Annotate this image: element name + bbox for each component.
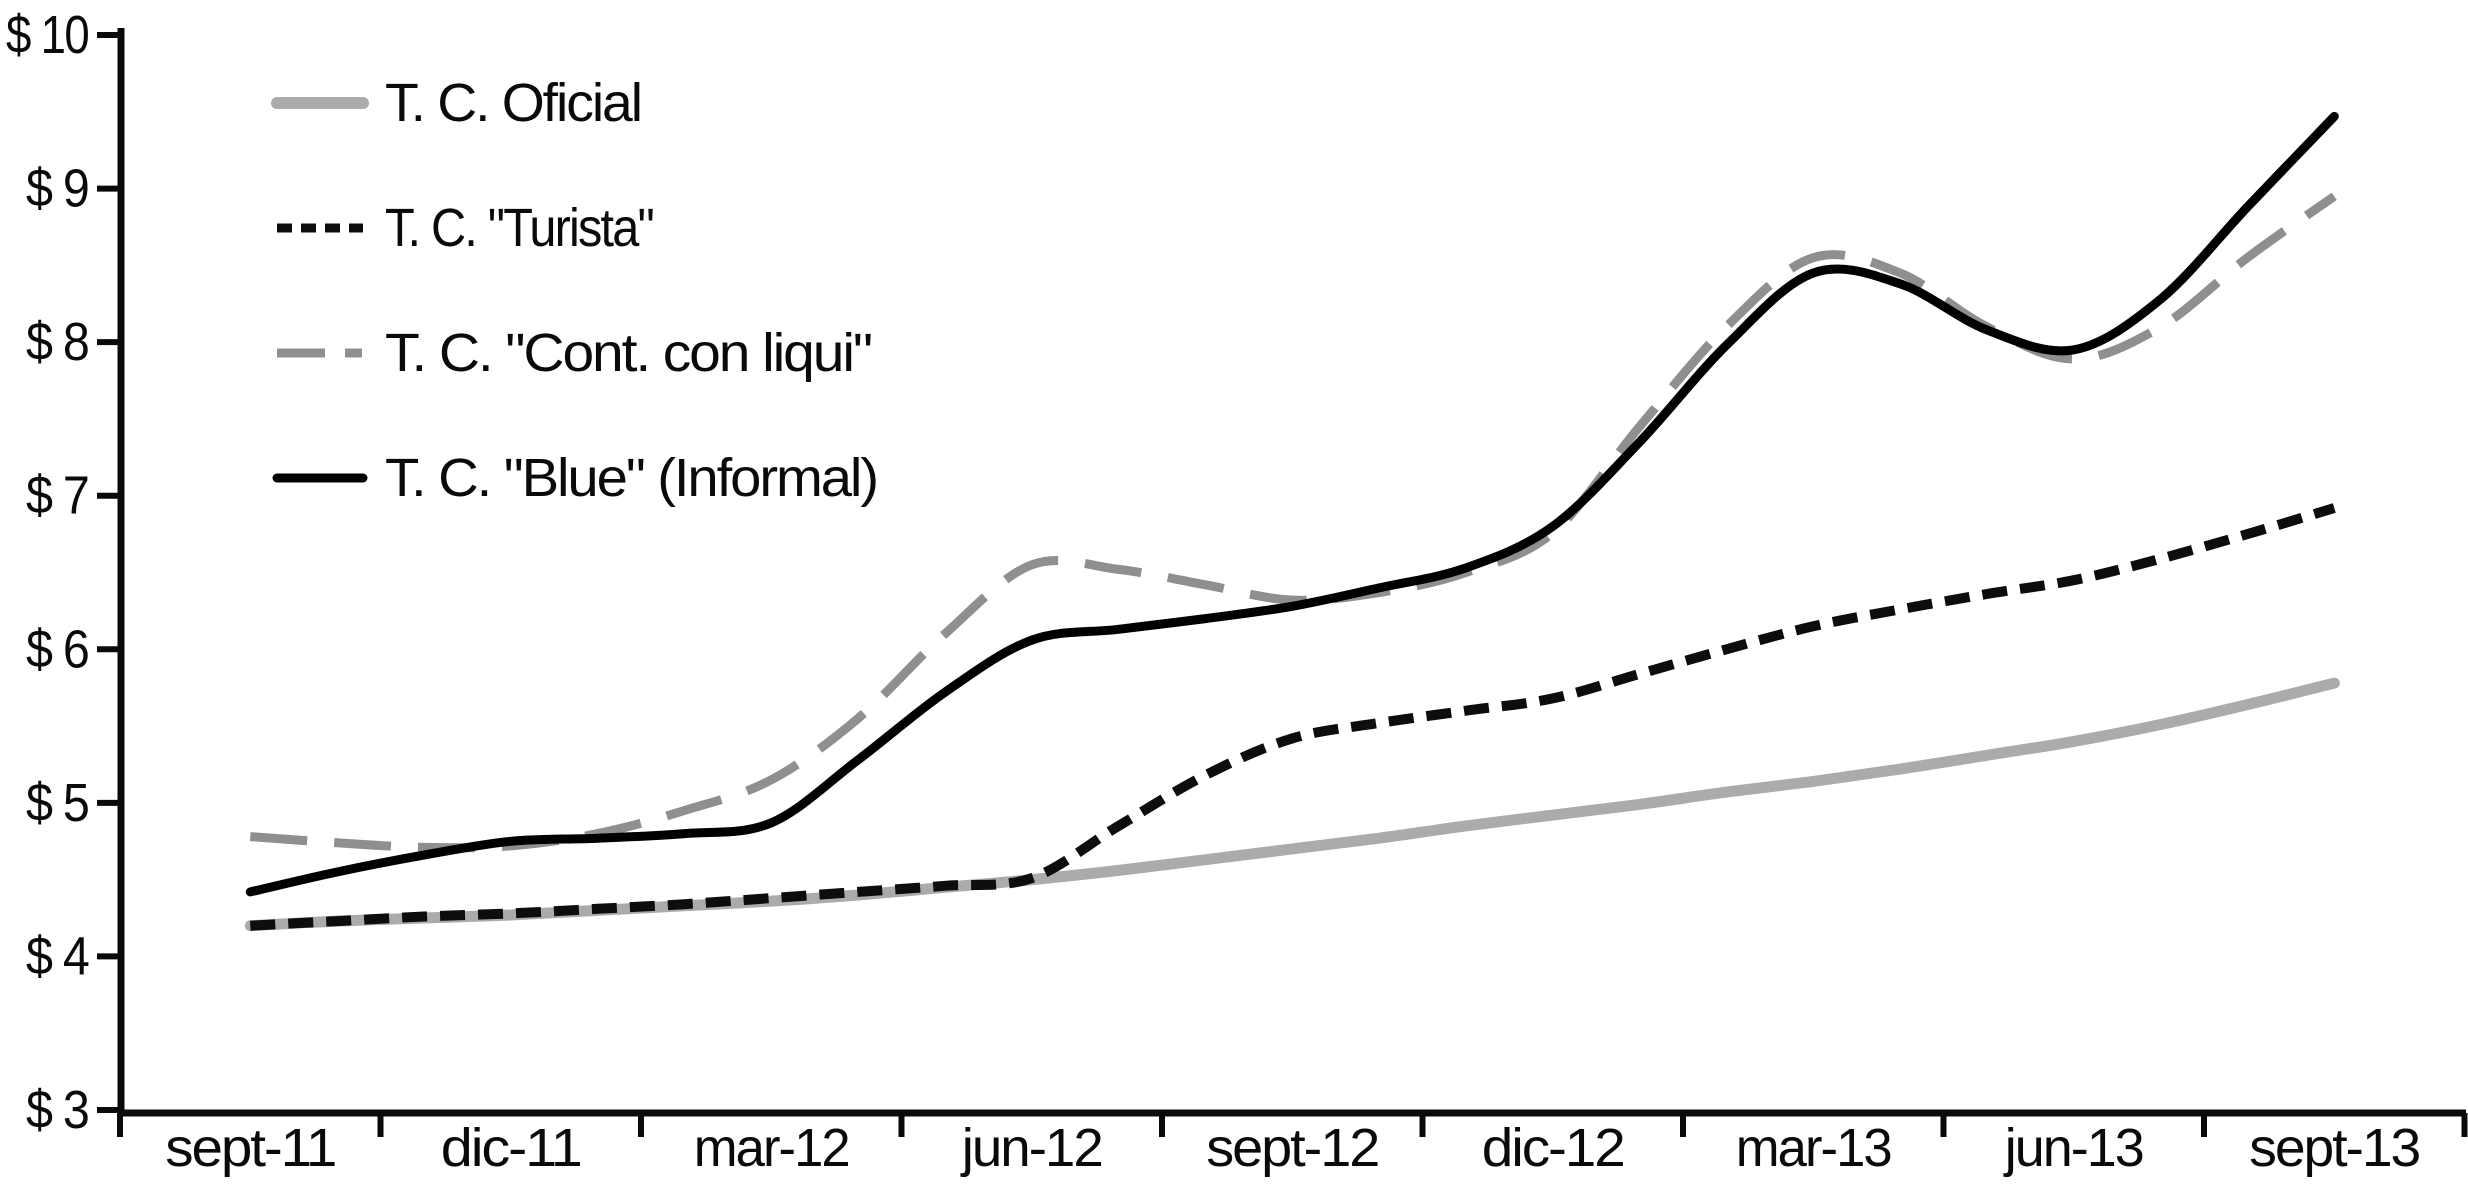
y-tick-label: $ 6	[26, 619, 88, 679]
x-tick-label: dic-11	[441, 1118, 581, 1178]
x-tick-label: jun-13	[2003, 1118, 2143, 1178]
x-tick-label: dic-12	[1482, 1118, 1624, 1178]
y-tick-label: $ 4	[26, 926, 89, 986]
y-tick-label: $ 5	[26, 773, 88, 833]
x-tick-label: jun-12	[960, 1118, 1102, 1178]
y-tick-label: $ 8	[26, 312, 88, 372]
x-tick-label: mar-12	[694, 1118, 849, 1178]
legend-label-0: T. C. Oficial	[385, 73, 641, 133]
axis-tick-labels: $ 3 $ 4 $ 5 $ 6 $ 7 $ 8 $ 9 $ 10 sept-11 dic-11 ma…	[6, 5, 2421, 1178]
legend-label-3: T. C. "Blue" (Informal)	[385, 448, 877, 508]
x-tick-label: sept-12	[1206, 1118, 1378, 1178]
series-line-3	[245, 111, 2339, 897]
x-tick-label: sept-11	[165, 1118, 335, 1178]
legend-label-2: T. C. "Cont. con liqui"	[385, 323, 871, 383]
y-tick-label: $ 7	[26, 466, 88, 526]
axes	[97, 28, 2468, 1137]
series-lines	[244, 111, 2340, 932]
legend: T. C. Oficial T. C. "Turista" T. C. "Cont.…	[271, 73, 879, 508]
series-line-0	[244, 677, 2340, 932]
x-tick-label: mar-13	[1736, 1118, 1891, 1178]
y-tick-label: $ 10	[6, 5, 88, 65]
y-tick-label: $ 3	[26, 1080, 88, 1140]
x-tick-label: sept-13	[2249, 1118, 2419, 1178]
y-tick-label: $ 9	[26, 159, 88, 219]
series-line-1	[250, 503, 2336, 931]
legend-label-1: T. C. "Turista"	[385, 198, 653, 258]
